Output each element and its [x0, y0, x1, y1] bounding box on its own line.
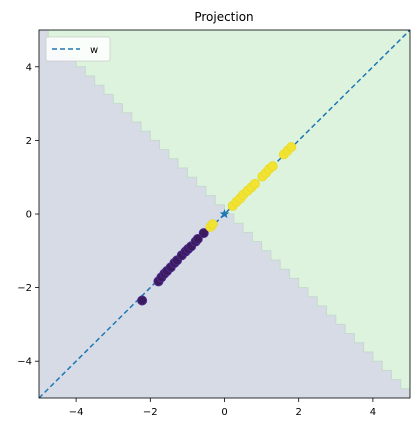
plot-area: [39, 30, 410, 398]
data-point-class-1: [286, 142, 297, 153]
legend: w: [45, 36, 111, 62]
w-dashed-line: [39, 30, 410, 398]
decision-regions: [39, 30, 410, 398]
data-point-class-0: [192, 234, 203, 245]
data-point-class-1: [207, 219, 218, 230]
data-point-class-0: [198, 228, 209, 239]
data-point-class-1: [249, 178, 260, 189]
y-tick-label: 2: [26, 136, 32, 147]
chart-title: Projection: [194, 10, 253, 24]
data-point-class-0: [137, 295, 148, 306]
origin-star-marker: [219, 209, 230, 219]
decision-boundary: [39, 30, 410, 398]
y-tick-label: 0: [26, 210, 32, 221]
x-tick-label: 2: [296, 407, 302, 418]
y-tick-label: −2: [17, 283, 32, 294]
x-tick-label: 4: [370, 407, 376, 418]
scatter-points: [137, 142, 297, 306]
x-axis: −4 −2 0 2 4: [69, 398, 376, 418]
y-tick-label: 4: [26, 62, 32, 73]
x-tick-label: −2: [143, 407, 158, 418]
x-tick-label: −4: [69, 407, 84, 418]
y-axis: −4 −2 0 2 4: [17, 62, 39, 368]
origin-marker: [219, 209, 230, 219]
w-line: [39, 30, 410, 398]
data-point-class-1: [267, 161, 278, 172]
legend-w-label: w: [90, 45, 98, 56]
x-tick-label: 0: [221, 407, 227, 418]
y-tick-label: −4: [17, 357, 32, 368]
